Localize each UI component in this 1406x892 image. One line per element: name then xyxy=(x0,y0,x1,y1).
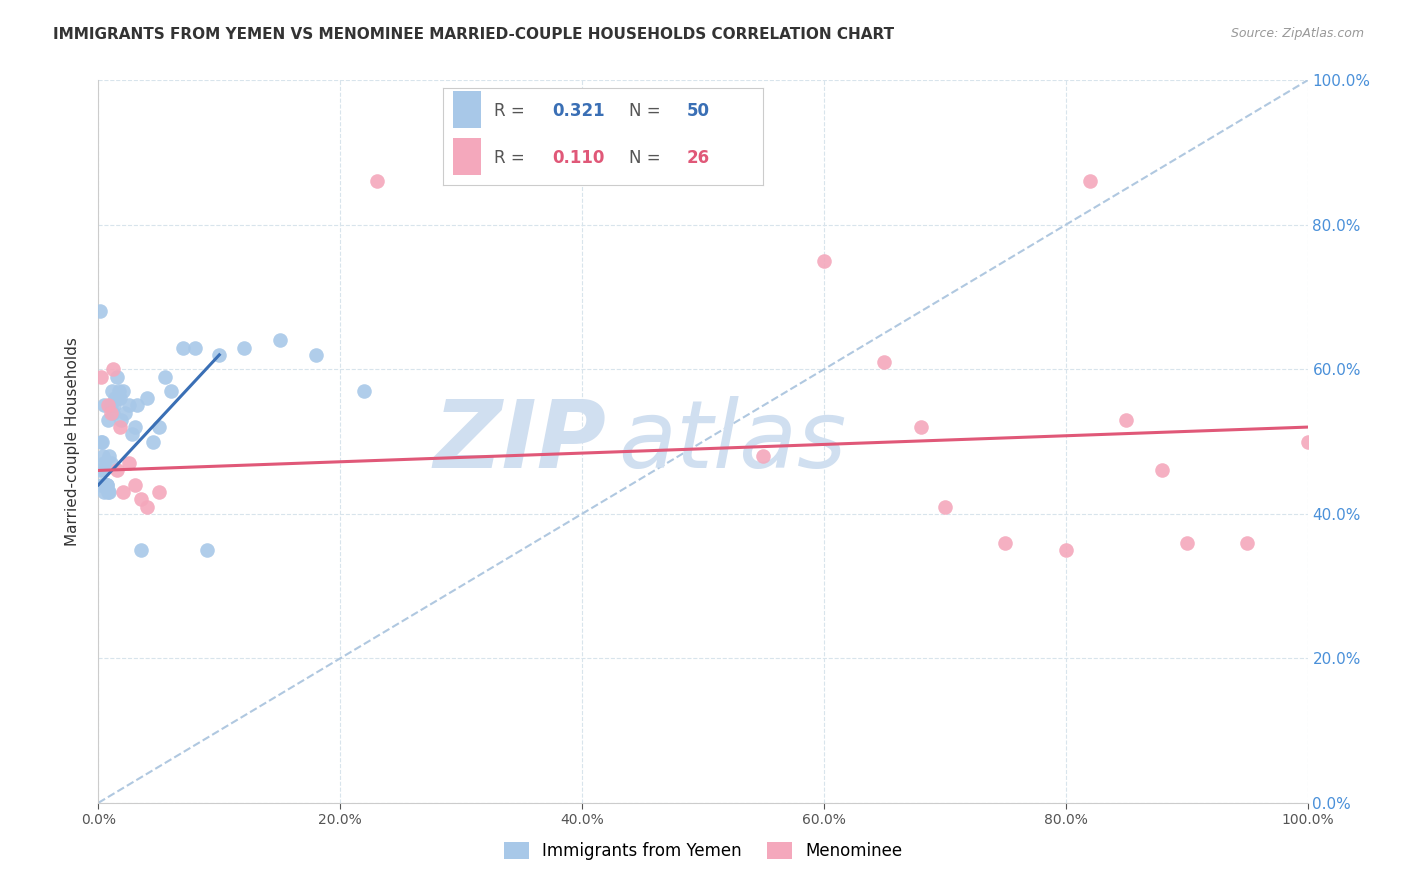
Point xyxy=(873,355,896,369)
Point xyxy=(1115,413,1137,427)
Point xyxy=(91,463,114,477)
Point xyxy=(91,449,114,463)
Point xyxy=(172,341,194,355)
Point xyxy=(108,391,131,405)
Point xyxy=(100,406,122,420)
Point xyxy=(1236,535,1258,549)
Point xyxy=(97,485,120,500)
Point xyxy=(93,485,115,500)
Text: ZIP: ZIP xyxy=(433,395,606,488)
Point xyxy=(129,492,152,507)
Point xyxy=(98,485,121,500)
Point xyxy=(269,334,291,348)
Point xyxy=(90,369,112,384)
Point xyxy=(96,478,118,492)
Point xyxy=(107,391,129,405)
Point xyxy=(148,485,170,500)
Point xyxy=(101,406,124,420)
Point xyxy=(91,478,114,492)
Point xyxy=(142,434,165,449)
Point xyxy=(100,384,122,398)
Point xyxy=(813,253,835,268)
Legend: Immigrants from Yemen, Menominee: Immigrants from Yemen, Menominee xyxy=(498,835,908,867)
Point xyxy=(105,369,128,384)
Point xyxy=(127,398,149,412)
Point xyxy=(1296,434,1319,449)
Point xyxy=(366,174,388,188)
Point xyxy=(114,406,136,420)
Point xyxy=(148,420,170,434)
Point xyxy=(232,341,254,355)
Point xyxy=(94,478,117,492)
Point xyxy=(104,391,127,405)
Point xyxy=(97,398,120,412)
Point xyxy=(208,348,231,362)
Point xyxy=(93,456,115,470)
Point xyxy=(153,369,176,384)
Point xyxy=(89,304,111,318)
Point xyxy=(98,449,121,463)
Point xyxy=(108,384,131,398)
Point xyxy=(118,398,141,412)
Point xyxy=(934,500,956,514)
Point xyxy=(135,391,157,405)
Point xyxy=(124,420,146,434)
Point xyxy=(103,398,125,412)
Point xyxy=(135,500,157,514)
Point xyxy=(1175,535,1198,549)
Point xyxy=(305,348,328,362)
Point xyxy=(129,542,152,557)
Point xyxy=(89,463,111,477)
Point xyxy=(111,384,134,398)
Text: Source: ZipAtlas.com: Source: ZipAtlas.com xyxy=(1230,27,1364,40)
Point xyxy=(101,362,124,376)
Point xyxy=(110,413,132,427)
Point xyxy=(90,434,112,449)
Point xyxy=(93,398,115,412)
Y-axis label: Married-couple Households: Married-couple Households xyxy=(65,337,80,546)
Point xyxy=(353,384,375,398)
Point xyxy=(118,456,141,470)
Point xyxy=(752,449,775,463)
Point xyxy=(1078,174,1101,188)
Point xyxy=(94,478,117,492)
Point xyxy=(111,485,134,500)
Point xyxy=(121,427,143,442)
Point xyxy=(97,413,120,427)
Text: IMMIGRANTS FROM YEMEN VS MENOMINEE MARRIED-COUPLE HOUSEHOLDS CORRELATION CHART: IMMIGRANTS FROM YEMEN VS MENOMINEE MARRI… xyxy=(53,27,894,42)
Point xyxy=(195,542,218,557)
Point xyxy=(91,434,114,449)
Point xyxy=(994,535,1017,549)
Point xyxy=(100,398,122,412)
Point xyxy=(160,384,183,398)
Point xyxy=(90,478,112,492)
Point xyxy=(108,420,131,434)
Point xyxy=(124,478,146,492)
Point xyxy=(100,456,122,470)
Point xyxy=(910,420,932,434)
Point xyxy=(1054,542,1077,557)
Point xyxy=(1152,463,1174,477)
Point xyxy=(96,478,118,492)
Text: atlas: atlas xyxy=(619,396,846,487)
Point xyxy=(105,463,128,477)
Point xyxy=(184,341,207,355)
